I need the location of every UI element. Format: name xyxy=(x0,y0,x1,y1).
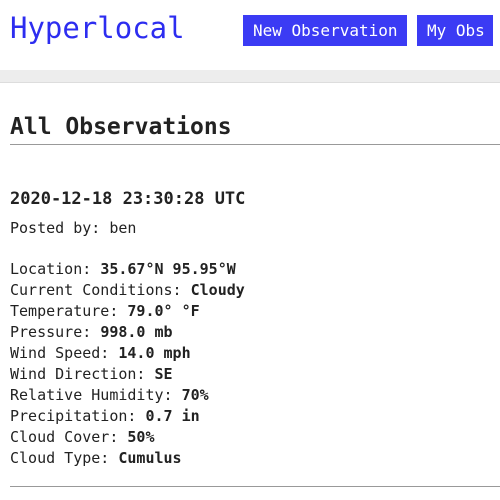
field-relative-humidity: Relative Humidity: 70% xyxy=(10,385,245,406)
observation-timestamp: 2020-12-18 23:30:28 UTC xyxy=(10,189,246,209)
field-value: Cloudy xyxy=(190,281,245,299)
new-observation-button[interactable]: New Observation xyxy=(243,15,407,46)
observation-divider xyxy=(10,486,500,487)
field-label: Pressure: xyxy=(10,323,92,341)
field-wind-speed: Wind Speed: 14.0 mph xyxy=(10,343,245,364)
header-divider-band xyxy=(0,70,500,83)
site-header: Hyperlocal New Observation My Obs xyxy=(0,0,500,70)
field-value: 79.0° °F xyxy=(127,302,200,320)
field-value: Cumulus xyxy=(118,449,182,467)
field-label: Precipitation: xyxy=(10,407,137,425)
field-wind-direction: Wind Direction: SE xyxy=(10,364,245,385)
field-value: 35.67°N 95.95°W xyxy=(100,260,236,278)
posted-by-user: ben xyxy=(109,219,137,237)
field-label: Location: xyxy=(10,260,92,278)
field-value: 50% xyxy=(127,428,155,446)
site-logo-link[interactable]: Hyperlocal xyxy=(10,11,185,45)
field-label: Current Conditions: xyxy=(10,281,182,299)
field-temperature: Temperature: 79.0° °F xyxy=(10,301,245,322)
field-location: Location: 35.67°N 95.95°W xyxy=(10,259,245,280)
my-obs-button[interactable]: My Obs xyxy=(417,15,493,46)
field-value: 70% xyxy=(181,386,209,404)
field-label: Cloud Type: xyxy=(10,449,110,467)
field-precipitation: Precipitation: 0.7 in xyxy=(10,406,245,427)
field-value: 14.0 mph xyxy=(118,344,191,362)
page-title: All Observations xyxy=(10,114,232,140)
field-label: Relative Humidity: xyxy=(10,386,173,404)
field-cloud-cover: Cloud Cover: 50% xyxy=(10,427,245,448)
field-label: Cloud Cover: xyxy=(10,428,119,446)
field-value: SE xyxy=(154,365,173,383)
field-label: Wind Speed: xyxy=(10,344,110,362)
observation-fields: Location: 35.67°N 95.95°W Current Condit… xyxy=(10,259,245,469)
title-divider xyxy=(10,144,500,145)
field-value: 0.7 in xyxy=(145,407,200,425)
field-current-conditions: Current Conditions: Cloudy xyxy=(10,280,245,301)
field-label: Temperature: xyxy=(10,302,119,320)
field-cloud-type: Cloud Type: Cumulus xyxy=(10,448,245,469)
posted-by-line: Posted by: ben xyxy=(10,218,136,238)
field-pressure: Pressure: 998.0 mb xyxy=(10,322,245,343)
field-label: Wind Direction: xyxy=(10,365,146,383)
field-value: 998.0 mb xyxy=(100,323,173,341)
posted-by-label: Posted by: xyxy=(10,219,101,237)
